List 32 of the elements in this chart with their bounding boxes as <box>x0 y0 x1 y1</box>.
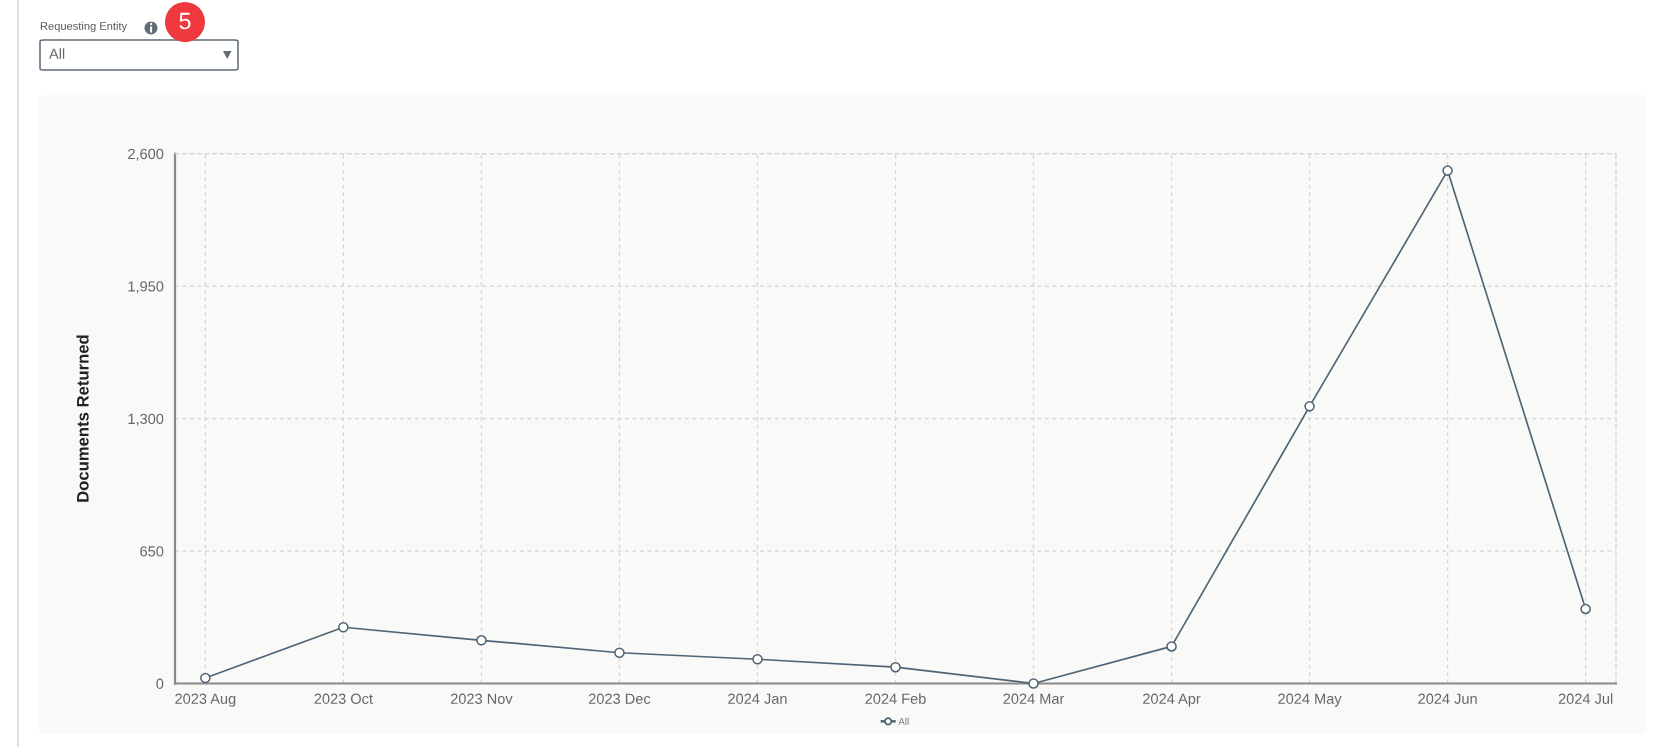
point <box>1304 401 1315 412</box>
point <box>200 672 211 684</box>
y-axis-title: Documents Returned <box>76 335 89 502</box>
point <box>1028 678 1039 689</box>
y-tick-label: 0 <box>156 678 164 689</box>
legend-label: All <box>898 717 909 725</box>
point <box>614 647 625 659</box>
x-tick-label: 2024 Jun <box>1418 693 1477 704</box>
x-tick-label: 2023 Nov <box>450 693 513 704</box>
x-tick-label: 2024 Mar <box>1003 693 1065 704</box>
point <box>752 653 763 665</box>
x-tick-label: 2024 Jul <box>1558 693 1613 704</box>
text: Requesting Entity <box>40 21 128 33</box>
x-tick-label: 2023 Oct <box>314 693 373 704</box>
x-tick-label: 2024 Jan <box>728 693 787 704</box>
x-tick-label: 2023 Aug <box>175 693 236 707</box>
point <box>338 621 349 633</box>
x-tick-label: 2023 Dec <box>588 693 651 704</box>
x-tick-label: 2024 Feb <box>865 693 926 704</box>
x-tick-label: 2024 Apr <box>1143 693 1201 707</box>
text: All <box>49 48 65 59</box>
point <box>1166 641 1177 652</box>
x-tick-label: 2024 May <box>1278 693 1342 707</box>
text: 5 <box>179 12 191 30</box>
point <box>1580 603 1591 615</box>
point <box>476 635 487 646</box>
y-tick-label: 1,950 <box>128 281 164 294</box>
point <box>890 661 901 673</box>
point <box>1442 165 1453 176</box>
y-tick-label: 2,600 <box>128 148 164 161</box>
y-tick-label: 1,300 <box>128 413 164 426</box>
y-tick-label: 650 <box>140 546 164 557</box>
